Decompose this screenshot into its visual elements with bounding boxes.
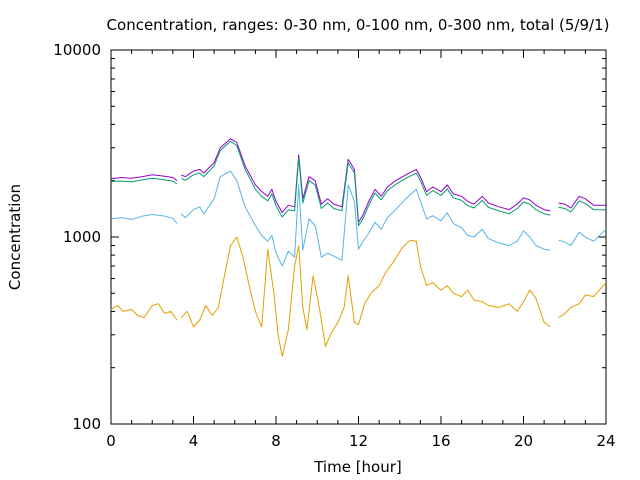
- x-tick-label: 4: [189, 432, 199, 450]
- y-tick-label: 100: [72, 415, 101, 433]
- x-axis-label: Time [hour]: [313, 458, 402, 476]
- series-layer: [110, 138, 607, 357]
- x-axis: 0 4 8 12 16 20 24: [106, 50, 616, 450]
- chart-title: Concentration, ranges: 0-30 nm, 0-100 nm…: [107, 16, 610, 34]
- y-tick-label: 10000: [53, 41, 101, 59]
- y-axis: 100 1000 10000: [53, 41, 606, 433]
- x-tick-label: 0: [106, 432, 116, 450]
- series-line-0-300-nm: [110, 140, 606, 227]
- y-axis-label: Concentration: [6, 184, 24, 290]
- x-tick-label: 8: [271, 432, 281, 450]
- x-tick-label: 24: [596, 432, 615, 450]
- plot-frame: [110, 49, 607, 425]
- series-line-0-30-nm: [110, 236, 607, 357]
- series-line-0-100-nm: [110, 170, 607, 267]
- x-tick-label: 20: [514, 432, 533, 450]
- x-tick-label: 16: [431, 432, 450, 450]
- y-tick-label: 1000: [63, 228, 101, 246]
- x-tick-label: 12: [349, 432, 368, 450]
